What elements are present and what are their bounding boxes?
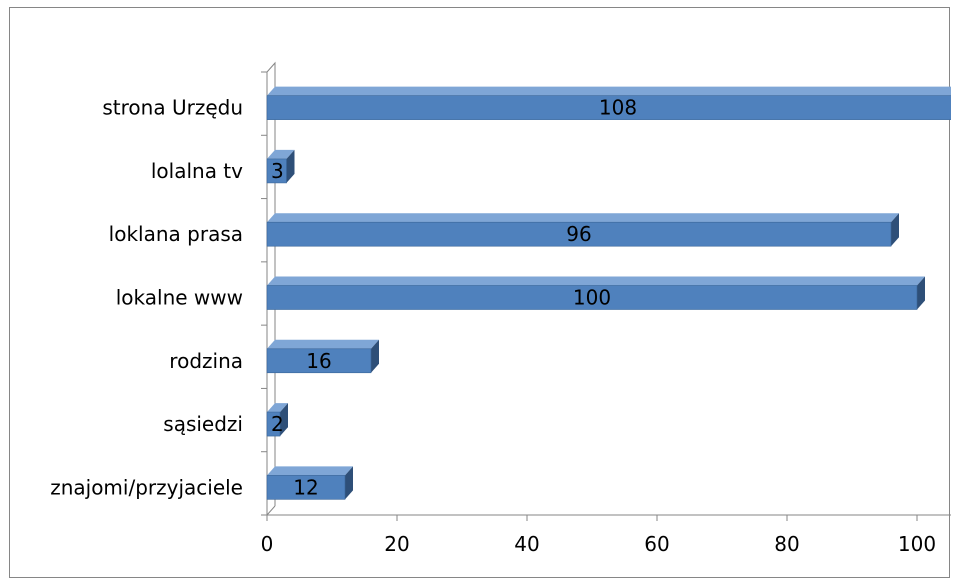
category-label: rodzina bbox=[169, 349, 243, 373]
bar-chart: 020406080100120108strona Urzędu3lolalna … bbox=[10, 8, 951, 579]
bar-top-face bbox=[267, 277, 925, 286]
category-label: sąsiedzi bbox=[163, 412, 243, 436]
axis-depth-line bbox=[267, 506, 275, 515]
category-label: strona Urzędu bbox=[102, 96, 243, 120]
x-tick-label: 60 bbox=[644, 532, 669, 556]
x-tick-label: 0 bbox=[261, 532, 274, 556]
category-label: znajomi/przyjaciele bbox=[50, 475, 243, 499]
chart-frame: 020406080100120108strona Urzędu3lolalna … bbox=[9, 7, 950, 578]
data-label: 108 bbox=[599, 96, 637, 120]
category-label: lolalna tv bbox=[151, 159, 243, 183]
x-tick-label: 100 bbox=[898, 532, 936, 556]
category-label: lokalne www bbox=[116, 286, 243, 310]
bar-top-face bbox=[267, 213, 899, 222]
data-label: 12 bbox=[293, 475, 318, 499]
data-label: 2 bbox=[271, 412, 284, 436]
x-tick-label: 80 bbox=[774, 532, 799, 556]
data-label: 16 bbox=[306, 349, 331, 373]
bar-top-face bbox=[267, 340, 379, 349]
data-label: 3 bbox=[271, 159, 284, 183]
bar-top-face bbox=[267, 87, 951, 96]
data-label: 100 bbox=[573, 286, 611, 310]
category-label: loklana prasa bbox=[109, 222, 243, 246]
bar-top-face bbox=[267, 466, 353, 475]
x-tick-label: 40 bbox=[514, 532, 539, 556]
x-tick-label: 20 bbox=[384, 532, 409, 556]
data-label: 96 bbox=[566, 222, 591, 246]
